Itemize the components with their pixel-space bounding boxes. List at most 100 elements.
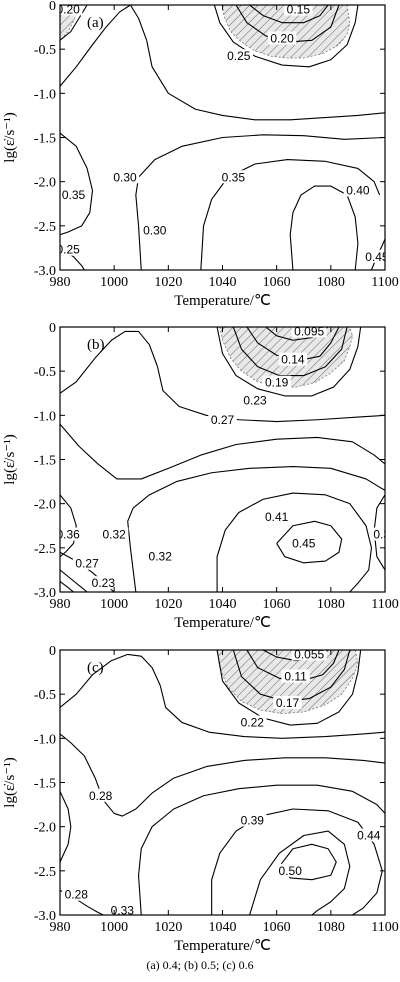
contour-label: 0.50 [279, 864, 303, 878]
y-tick-label: -1.0 [34, 409, 56, 424]
contour-label-bg [140, 223, 169, 237]
x-tick-label: 1060 [263, 275, 291, 290]
contour-line [60, 580, 74, 592]
contour-line [216, 650, 362, 726]
contour-label-bg [219, 170, 248, 184]
contour-label: 0.40 [346, 184, 370, 198]
x-tick-label: 1100 [371, 597, 398, 612]
contour-label-bg [72, 556, 102, 570]
x-tick-label: 1060 [263, 920, 291, 935]
contour-label: 0.41 [265, 510, 289, 524]
x-tick-label: 1040 [209, 275, 237, 290]
contour-label-bg [238, 813, 267, 827]
y-axis-title: lg(ε̇/s⁻¹) [2, 112, 18, 162]
x-tick-label: 980 [50, 920, 71, 935]
contour-label-bg [262, 509, 291, 523]
contour-label-bg [60, 5, 83, 16]
contour-line [249, 830, 351, 915]
contour-line [249, 5, 329, 24]
contour-line [135, 134, 385, 270]
y-tick-label: -3.0 [34, 264, 56, 279]
contour-label: 0.095 [294, 324, 324, 338]
contour-label-bg [89, 576, 118, 590]
contour-label-bg [289, 536, 318, 550]
contour-label-bg [362, 249, 385, 263]
contour-label: 0.23 [243, 393, 267, 407]
x-tick-label: 1040 [209, 920, 237, 935]
contour-line [60, 132, 94, 236]
x-tick-label: 1080 [317, 275, 345, 290]
contour-label: 0.28 [65, 888, 89, 902]
contour-label: 0.35 [62, 188, 86, 202]
chart-panel-1: 0.20 0.15 0.20 0.25 0.35 0.40 0.30 0.35 0.30 0.25… [2, 0, 399, 309]
contour-line [213, 5, 359, 68]
chart-panel-2: 0.095 0.14 0.19 0.23 0.27 0.36 0.32 0.32 0.410.4… [2, 321, 399, 631]
contour-label-bg [240, 393, 270, 407]
y-tick-label: -2.0 [34, 498, 56, 513]
contour-label: 0.25 [227, 49, 251, 63]
contour-label-bg [224, 49, 253, 63]
y-tick-label: 0 [49, 644, 56, 659]
contour-line [60, 423, 385, 480]
x-tick-label: 1020 [154, 597, 182, 612]
contour-line [159, 685, 385, 739]
contour-label: 0.33 [111, 904, 135, 918]
contour-line [137, 784, 385, 915]
x-tick-label: 1040 [209, 597, 237, 612]
contour-label-bg [354, 828, 383, 842]
x-axis-title: Temperature/℃ [174, 615, 271, 631]
contour-line [60, 733, 385, 817]
plot-area: 0.20 0.15 0.20 0.25 0.35 0.40 0.30 0.35 0.30 0.25… [56, 2, 385, 270]
contour-label: 0.28 [89, 789, 113, 803]
x-tick-label: 1020 [154, 275, 182, 290]
x-tick-label: 1000 [100, 275, 128, 290]
x-tick-label: 1100 [371, 920, 398, 935]
contour-line [60, 569, 88, 592]
y-tick-label: 0 [49, 0, 56, 14]
contour-label: 0.35 [222, 170, 246, 184]
contour-label: 0.25 [56, 243, 80, 257]
contour-label-bg [370, 527, 385, 541]
contour-label-bg [60, 187, 88, 201]
contour-label-bg [60, 527, 83, 541]
contour-label: 0.15 [287, 2, 311, 16]
contour-label-bg [276, 863, 305, 877]
plot-area: 0.055 0.11 0.17 0.22 0.28 0.39 0.44 0.50 0.28 0.3… [60, 650, 385, 918]
contour-label: 0.19 [265, 376, 289, 390]
y-tick-label: -1.5 [34, 777, 56, 792]
contour-line [216, 327, 362, 397]
contour-line [289, 185, 359, 270]
x-tick-label: 980 [50, 597, 71, 612]
contour-label-bg [267, 31, 297, 45]
y-tick-label: -2.5 [34, 542, 56, 557]
y-tick-label: -2.5 [34, 865, 56, 880]
x-tick-label: 1080 [317, 920, 345, 935]
contour-line [232, 327, 348, 377]
figure-caption: (a) 0.4; (b) 0.5; (c) 0.6 [146, 958, 254, 972]
x-tick-label: 1060 [263, 597, 291, 612]
contour-label-bg [110, 170, 140, 184]
contour-label: 0.17 [276, 696, 300, 710]
contour-label: 0.45 [292, 536, 316, 550]
contour-label-bg [108, 903, 137, 915]
contour-line [200, 159, 381, 270]
y-axis-title: lg(ε̇/s⁻¹) [2, 434, 18, 484]
contour-line [276, 520, 343, 564]
y-tick-label: -0.5 [34, 365, 56, 380]
contour-line [156, 366, 385, 423]
contour-label: 0.27 [75, 557, 99, 571]
y-tick-label: -0.5 [34, 43, 56, 58]
contour-label: 0.30 [143, 223, 167, 237]
contour-label: 0.20 [270, 32, 294, 46]
contour-label-bg [278, 352, 308, 366]
y-tick-label: -3.0 [34, 909, 56, 924]
contour-label-bg [343, 183, 373, 197]
contour-label: 0.30 [113, 170, 137, 184]
contour-line [211, 808, 383, 915]
contour-label: 0.14 [281, 353, 305, 367]
hatched-region [222, 5, 351, 59]
y-tick-label: -2.0 [34, 821, 56, 836]
y-tick-label: -2.5 [34, 220, 56, 235]
contour-label-bg [99, 527, 129, 541]
